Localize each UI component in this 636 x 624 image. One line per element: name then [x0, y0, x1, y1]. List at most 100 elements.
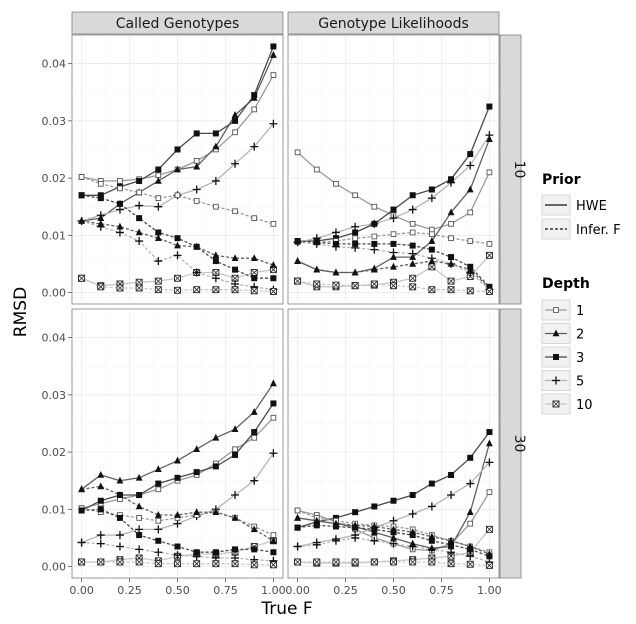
- marker-cross: [352, 282, 358, 289]
- data-point: [270, 51, 277, 58]
- marker-cross: [232, 275, 238, 282]
- panel-r1-c1: [287, 308, 500, 579]
- data-point: [174, 146, 181, 153]
- panel-r1-c0: [71, 308, 284, 579]
- legend-depth-label: 3: [576, 351, 584, 366]
- legend-depth-item-3: 5: [541, 370, 584, 391]
- data-point: [352, 229, 359, 236]
- marker-cross: [174, 287, 181, 294]
- data-point: [270, 532, 277, 538]
- data-point: [231, 491, 240, 500]
- marker-cross: [333, 282, 339, 288]
- data-point: [270, 400, 277, 407]
- column-strip-0: Called Genotypes: [71, 11, 284, 35]
- data-point: [447, 491, 456, 500]
- data-point: [97, 470, 105, 478]
- data-point: [174, 474, 181, 481]
- data-point: [174, 543, 181, 550]
- x-tick-label: 1.00: [261, 584, 286, 597]
- marker-cross: [78, 559, 85, 565]
- data-point: [467, 263, 474, 270]
- data-point: [154, 511, 162, 518]
- data-point: [212, 508, 220, 515]
- data-point: [97, 482, 105, 490]
- marker-cross: [390, 559, 397, 565]
- marker-cross: [553, 401, 559, 407]
- data-point: [135, 473, 143, 481]
- data-point: [370, 536, 379, 545]
- data-point: [389, 214, 398, 223]
- series-line-depth-1-infer-f: [81, 176, 274, 225]
- data-point: [390, 282, 397, 290]
- data-point: [313, 265, 321, 273]
- strips-layer: Called Genotypes Genotype Likelihoods 10 30: [71, 11, 527, 579]
- data-point: [193, 130, 200, 137]
- data-point: [115, 531, 124, 540]
- data-point: [448, 541, 455, 548]
- marker-cross: [174, 275, 181, 282]
- data-point: [117, 185, 123, 192]
- data-point: [448, 235, 454, 242]
- data-point: [250, 525, 258, 533]
- data-point: [427, 194, 436, 203]
- data-point: [269, 561, 277, 569]
- data-point: [332, 268, 340, 276]
- data-point: [331, 228, 340, 237]
- data-point: [390, 262, 397, 270]
- legend-depth-label: 5: [576, 375, 584, 390]
- data-point: [294, 558, 302, 566]
- data-point: [313, 558, 321, 566]
- data-point: [135, 502, 143, 510]
- data-point: [466, 287, 474, 295]
- y-tick-label: 0.04: [42, 58, 67, 71]
- data-point: [270, 549, 277, 556]
- data-point: [409, 283, 417, 291]
- data-point: [466, 560, 474, 568]
- data-point: [250, 269, 258, 276]
- x-tick-label: 0.75: [213, 584, 238, 597]
- data-point: [96, 222, 105, 231]
- data-point: [231, 159, 240, 168]
- data-point: [213, 203, 219, 210]
- data-point: [174, 235, 181, 242]
- y-tick-label: 0.01: [42, 503, 67, 516]
- y-tick-label: 0.00: [42, 561, 67, 574]
- marker-cross: [213, 286, 219, 293]
- y-tick-label: 0.02: [42, 172, 67, 185]
- data-point: [192, 268, 201, 277]
- data-point: [371, 240, 378, 247]
- marker-cross: [429, 286, 435, 293]
- data-point: [370, 558, 378, 566]
- legend-prior-label: Infer. F: [576, 223, 621, 238]
- data-point: [294, 277, 302, 285]
- marker-cross: [333, 559, 339, 565]
- y-tick-label: 0.02: [42, 446, 67, 459]
- data-point: [331, 242, 340, 251]
- marker-cross: [294, 559, 301, 565]
- legend-key-marker: [552, 400, 560, 408]
- legend-depth-label: 10: [576, 398, 593, 413]
- data-point: [269, 287, 277, 295]
- data-point: [154, 277, 162, 285]
- data-point: [270, 414, 277, 421]
- marker-cross: [270, 266, 277, 273]
- series-points-depth-3-infer-f: [294, 522, 493, 560]
- data-point: [116, 200, 123, 207]
- marker-cross: [251, 562, 258, 568]
- data-point: [232, 129, 238, 136]
- data-point: [212, 433, 220, 441]
- data-point: [466, 508, 474, 515]
- marker-cross: [251, 288, 258, 294]
- data-point: [96, 211, 105, 220]
- series-line-depth-2-infer-f: [81, 220, 274, 266]
- data-point: [193, 243, 200, 250]
- x-tick-label: 0.50: [381, 584, 406, 597]
- data-point: [486, 489, 493, 495]
- legend-depth-title: Depth: [542, 276, 590, 292]
- data-point: [447, 286, 455, 294]
- data-point: [231, 254, 239, 262]
- data-point: [313, 166, 320, 173]
- data-point: [428, 480, 435, 487]
- data-point: [174, 456, 181, 464]
- data-point: [270, 536, 277, 544]
